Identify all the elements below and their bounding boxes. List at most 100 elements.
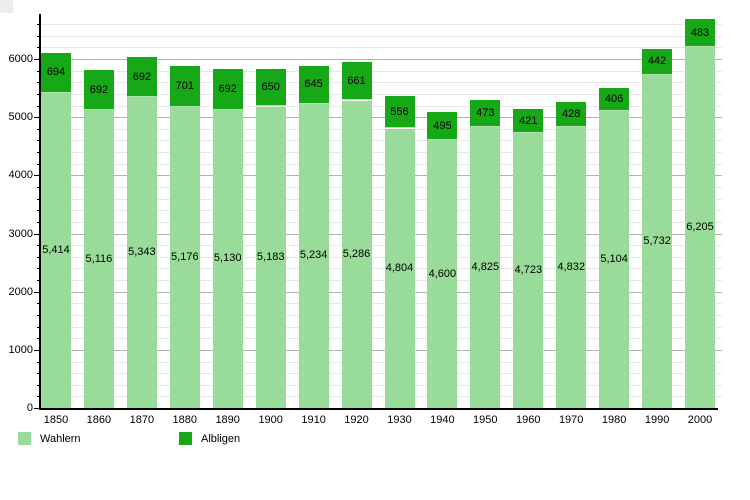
y-axis-minor-tick (37, 338, 40, 340)
y-axis-minor-tick (37, 396, 40, 398)
y-axis-minor-tick (37, 256, 40, 258)
x-tick-label: 1970 (558, 414, 584, 426)
bar-segment-albligen (556, 102, 587, 127)
gridline-minor (40, 198, 722, 200)
y-axis-minor-tick (37, 268, 40, 270)
legend-item-wahlern: Wahlern (18, 432, 81, 446)
y-axis-minor-tick (37, 245, 40, 247)
bar-value-wahlern: 5,104 (600, 253, 628, 266)
gridline-minor (40, 47, 722, 49)
y-axis-major-tick (34, 408, 40, 409)
bar-value-wahlern: 5,183 (256, 250, 285, 263)
y-tick-label: 4000 (8, 169, 33, 182)
y-axis-minor-tick (37, 152, 40, 154)
y-tick-label: 5000 (8, 111, 33, 124)
gridline-minor (40, 326, 722, 328)
bar-value-wahlern: 5,414 (42, 244, 70, 256)
bar-value-wahlern: 4,723 (514, 264, 543, 277)
bar-segment-albligen (341, 62, 372, 101)
bar-segment-albligen (642, 48, 673, 75)
y-axis-minor-tick (37, 373, 40, 375)
bar-value-albligen: 428 (562, 108, 581, 120)
bar-segment-albligen (41, 52, 71, 94)
y-tick-label: 2000 (8, 285, 33, 298)
bar-segment-albligen (169, 66, 200, 107)
gridline-major (40, 175, 722, 177)
bar-segment-albligen (470, 99, 501, 128)
gridline-minor (40, 70, 722, 72)
bar-segment-wahlern (169, 106, 200, 408)
bar-value-wahlern: 5,130 (213, 252, 242, 265)
y-axis-minor-tick (37, 326, 40, 328)
x-tick-label: 1860 (86, 414, 112, 426)
bar-segment-wahlern (384, 128, 415, 408)
y-axis-minor-tick (37, 35, 40, 37)
bar-value-albligen: 701 (175, 80, 194, 92)
bar-value-albligen: 556 (390, 105, 409, 118)
bar-segment-albligen (126, 57, 157, 98)
bar-value-wahlern: 5,116 (85, 252, 113, 265)
y-tick-label: 6000 (8, 53, 33, 65)
y-axis-minor-tick (37, 140, 40, 142)
bar-segment-wahlern (255, 106, 286, 408)
y-axis-minor-tick (37, 198, 40, 200)
legend-label-wahlern: Wahlern (40, 433, 81, 445)
bar-segment-albligen (599, 87, 630, 112)
bar-segment-albligen (83, 70, 114, 111)
gridline-minor (40, 35, 722, 37)
bar-segment-albligen (513, 108, 544, 134)
bar-value-albligen: 692 (89, 83, 109, 96)
x-tick-label: 1960 (516, 414, 541, 426)
gridline-major (40, 291, 722, 293)
y-axis-major-tick (34, 59, 40, 60)
gridline-minor (40, 314, 722, 316)
bar-segment-wahlern (83, 110, 114, 408)
gridline-minor (40, 384, 722, 386)
corner-artifact (0, 0, 13, 13)
bar-value-wahlern: 4,832 (557, 261, 585, 273)
y-axis-minor-tick (37, 384, 40, 386)
gridline-minor (40, 280, 722, 281)
gridline-major (40, 59, 722, 60)
bar-value-wahlern: 4,804 (385, 261, 414, 274)
bar-segment-albligen (255, 68, 286, 107)
bar-segment-wahlern (556, 126, 587, 408)
gridline-minor (40, 93, 722, 95)
y-axis-major-tick (34, 175, 40, 177)
x-tick-label: 2000 (687, 414, 713, 426)
bar-value-wahlern: 4,825 (471, 261, 500, 274)
bar-value-albligen: 483 (690, 26, 710, 39)
bar-value-albligen: 650 (261, 81, 280, 94)
gridline-minor (40, 187, 722, 188)
bar-value-wahlern: 6,205 (686, 221, 714, 233)
y-axis-minor-tick (37, 314, 40, 316)
bar-value-wahlern: 5,234 (299, 249, 328, 262)
legend-label-albligen: Albligen (201, 433, 241, 445)
bar-value-albligen: 645 (304, 78, 323, 91)
y-axis-minor-tick (37, 221, 40, 223)
x-tick-label: 1850 (43, 414, 69, 426)
legend-swatch-albligen-icon (179, 432, 192, 445)
gridline-minor (40, 396, 722, 398)
gridline-minor (40, 152, 722, 154)
legend-swatch-wahlern-icon (18, 432, 31, 445)
bar-value-albligen: 421 (519, 114, 538, 127)
y-axis-minor-tick (37, 70, 40, 72)
bar-value-albligen: 694 (46, 66, 66, 79)
x-tick-label: 1920 (344, 414, 369, 426)
y-axis-minor-tick (37, 303, 40, 305)
y-axis-minor-tick (37, 163, 40, 165)
bar-segment-wahlern (685, 47, 715, 408)
bar-value-albligen: 442 (647, 55, 667, 68)
x-tick-label: 1900 (258, 414, 283, 426)
y-axis-line (39, 14, 41, 410)
gridline-minor (40, 163, 722, 165)
gridline-minor (40, 210, 722, 212)
x-tick-label: 1930 (387, 414, 412, 426)
gridline-major (40, 117, 722, 119)
gridline-minor (40, 256, 722, 258)
bar-segment-albligen (685, 19, 715, 48)
y-tick-label: 3000 (8, 227, 33, 240)
bar-value-wahlern: 4,600 (428, 267, 457, 280)
bar-segment-wahlern (427, 140, 458, 408)
